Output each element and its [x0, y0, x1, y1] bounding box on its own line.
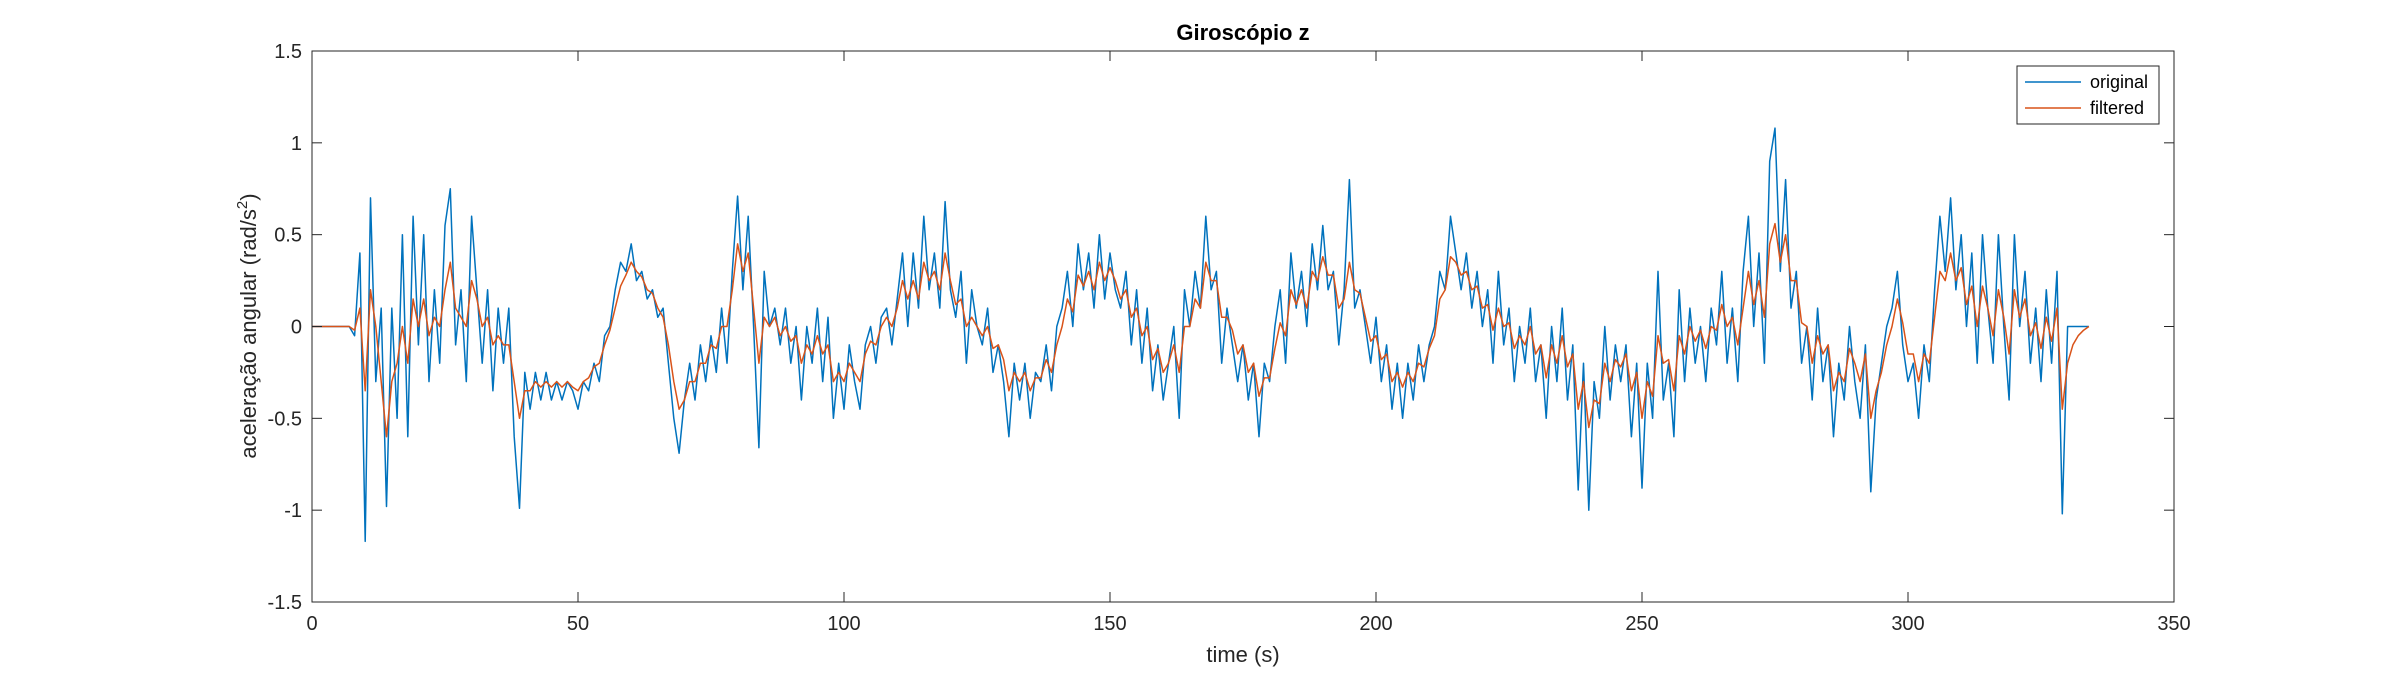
legend-box [2016, 65, 2160, 125]
x-tick-label: 350 [2157, 613, 2190, 635]
x-axis-label: time (s) [1206, 642, 1279, 667]
y-tick-label: -0.5 [268, 408, 302, 430]
x-tick-label: 250 [1625, 613, 1658, 635]
y-tick-label: 1 [291, 133, 302, 155]
series-line-filtered [312, 222, 2090, 438]
x-tick-label: 50 [567, 613, 589, 635]
chart-title: Giroscópio z [1176, 20, 1309, 45]
legend-label-original: original [2090, 72, 2148, 92]
y-axis-label-superscript: 2 [234, 201, 251, 209]
y-tick-label: 0 [291, 317, 302, 339]
y-axis-label-main: aceleração angular (rad/s [236, 209, 261, 458]
legend-label-filtered: filtered [2090, 98, 2144, 118]
y-tick-label: 1.5 [274, 41, 302, 63]
series-line-original [312, 127, 2089, 543]
x-tick-label: 100 [827, 613, 860, 635]
plot-area [312, 51, 2174, 602]
y-tick-label: -1 [284, 500, 302, 522]
series-layer [312, 127, 2090, 543]
y-tick-label: -1.5 [268, 592, 302, 614]
ticks-layer: 0 50 100 150 200 250 300 350 -1.5 -1 -0.5 0 0.5 1 1.5 [268, 41, 2191, 635]
y-axis-label: aceleração angular (rad/s2) [234, 193, 261, 458]
y-axis-label-close: ) [236, 193, 261, 200]
x-tick-label: 300 [1891, 613, 1924, 635]
x-tick-label: 200 [1359, 613, 1392, 635]
legend: original filtered [2016, 65, 2160, 125]
y-tick-label: 0.5 [274, 225, 302, 247]
x-tick-label: 150 [1093, 613, 1126, 635]
x-tick-label: 0 [306, 613, 317, 635]
